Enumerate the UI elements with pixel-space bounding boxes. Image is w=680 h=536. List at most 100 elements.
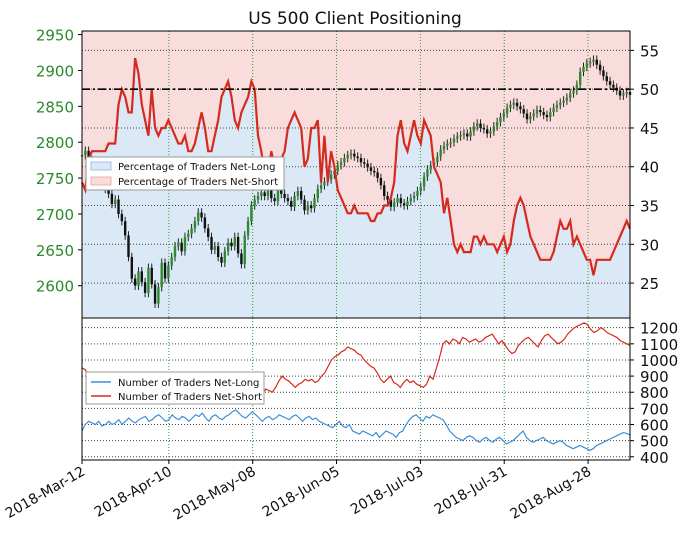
bottom-legend: Number of Traders Net-Long Number of Trad… [85,371,265,405]
price-candle [389,199,393,207]
price-candle [336,165,339,171]
price-candle [290,201,293,207]
price-candle [446,143,449,146]
price-candle [177,242,180,247]
right-tick-label: 900 [640,368,669,386]
price-candle [439,149,442,157]
price-candle [502,113,505,118]
price-candle [509,104,512,108]
price-candle [608,81,612,85]
left-tick-label: 2950 [36,27,74,45]
price-candle [280,188,283,194]
price-candle [147,267,150,293]
price-candle [190,228,193,235]
price-candle [133,278,137,286]
right-tick-label: 1000 [640,352,678,370]
price-candle [270,185,273,199]
price-candle [495,122,499,127]
price-candle [243,235,246,265]
price-candle [150,267,153,285]
price-candle [409,198,412,202]
price-candle [505,107,509,114]
price-candle [595,59,598,65]
price-candle [462,133,466,136]
price-candle [605,76,608,82]
price-candle [123,221,127,236]
price-candle [346,155,349,158]
price-candle [545,114,549,118]
x-tick-label: 2018-Aug-28 [508,464,594,523]
left-tick-label: 2650 [36,242,74,260]
price-candle [379,178,383,186]
price-candle [117,199,120,214]
price-candle [476,123,479,127]
price-candle [207,228,210,237]
price-candle [539,109,542,113]
price-candle [575,84,579,91]
price-candle [555,104,559,108]
chart-title: US 500 Client Positioning [248,9,462,29]
price-candle [449,142,452,144]
price-candle [492,126,496,132]
price-candle [84,150,87,156]
price-candle [153,284,157,304]
price-candle [187,234,190,237]
price-candle [213,246,217,250]
legend-label: Number of Traders Net-Short [118,392,262,403]
price-candle [216,246,220,258]
price-candle [286,198,290,202]
price-candle [489,131,492,134]
price-candle [230,242,233,247]
price-candle [499,117,502,123]
net-short-area [82,31,630,276]
right-tick-label: 30 [640,236,659,254]
price-candle [143,282,147,293]
left-tick-label: 2900 [36,62,74,80]
price-candle [223,251,227,263]
price-candle [485,129,489,134]
price-candle [592,59,595,62]
right-tick-label: 600 [640,417,669,435]
price-candle [220,257,223,263]
legend-box [85,156,285,191]
price-candle [313,198,316,209]
price-candle [386,196,389,200]
legend-label: Percentage of Traders Net-Short [118,177,278,188]
price-candle [535,109,539,114]
price-candle [266,185,270,197]
right-tick-label: 45 [640,120,659,138]
price-candle [376,172,379,179]
price-candle [160,262,163,288]
x-tick-label: 2018-Jul-03 [348,464,426,518]
x-tick-label: 2018-Apr-10 [92,464,175,521]
price-candle [157,287,160,304]
price-candle [130,257,134,279]
price-candle [273,198,276,202]
price-candle [283,193,286,199]
price-candle [515,102,519,107]
right-tick-label: 800 [640,384,669,402]
price-candle [363,162,366,164]
price-candle [542,112,545,115]
price-candle [167,265,170,279]
price-candle [316,188,320,199]
right-tick-label: 40 [640,159,659,177]
left-tick-label: 2600 [36,278,74,296]
price-candle [203,217,207,229]
price-candle [383,185,386,197]
price-candle [359,157,363,163]
price-candle [306,205,310,211]
x-tick-label: 2018-Jun-05 [260,464,343,521]
price-candle [173,246,177,258]
price-candle [572,90,575,94]
top-legend: Percentage of Traders Net-Long Percentage… [85,156,285,191]
right-tick-label: 35 [640,198,659,216]
price-candle [366,163,369,168]
price-candle [303,199,306,211]
price-candle [356,156,359,159]
price-candle [519,106,522,110]
price-candle [246,221,250,236]
price-candle [120,213,124,222]
